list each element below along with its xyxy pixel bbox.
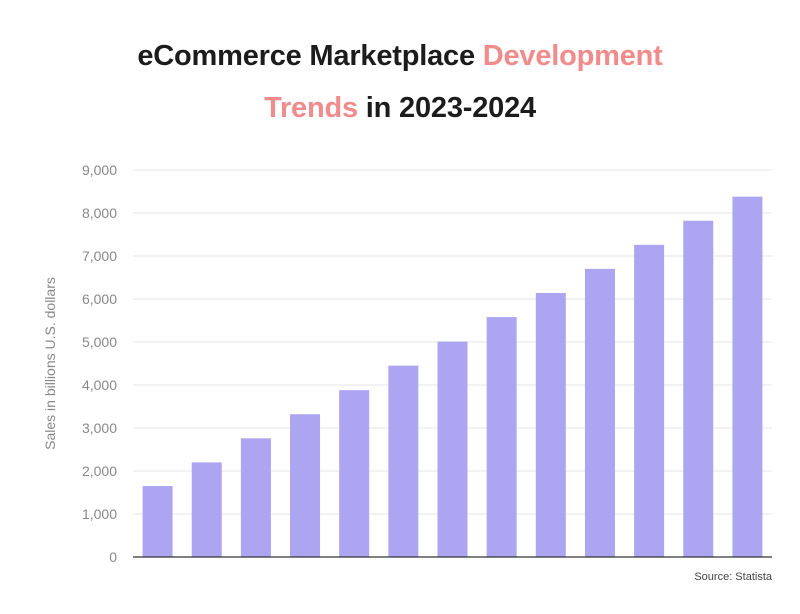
bar (339, 390, 370, 557)
y-tick-label: 1,000 (82, 506, 117, 522)
bar (732, 196, 763, 557)
bar (486, 317, 517, 557)
bar (634, 244, 665, 557)
y-tick-label: 4,000 (82, 377, 117, 393)
y-axis-label: Sales in billions U.S. dollars (42, 277, 58, 450)
y-tick-label: 2,000 (82, 463, 117, 479)
bar (388, 365, 419, 557)
y-tick-label: 0 (109, 549, 117, 565)
y-tick-label: 7,000 (82, 248, 117, 264)
title-highlight: Development (482, 40, 663, 72)
bar (290, 414, 321, 557)
bar (584, 268, 615, 557)
bar (683, 220, 714, 558)
title-text: in 2023-2024 (357, 92, 536, 124)
title-line-2: Trends in 2023-2024 (0, 82, 800, 134)
bar (535, 292, 566, 557)
bar (437, 341, 468, 557)
y-tick-label: 5,000 (82, 334, 117, 350)
source-note: Source: Statista (694, 571, 772, 583)
title-highlight: Trends (264, 92, 358, 124)
y-tick-label: 8,000 (82, 205, 117, 221)
y-tick-label: 6,000 (82, 291, 117, 307)
y-tick-label: 9,000 (82, 162, 117, 178)
bar (191, 462, 222, 557)
chart-title: eCommerce Marketplace Development Trends… (0, 30, 800, 134)
bar (142, 486, 173, 557)
y-tick-label: 3,000 (82, 420, 117, 436)
bar (240, 438, 271, 557)
title-text: eCommerce Marketplace (137, 40, 483, 72)
title-line-1: eCommerce Marketplace Development (0, 30, 800, 82)
